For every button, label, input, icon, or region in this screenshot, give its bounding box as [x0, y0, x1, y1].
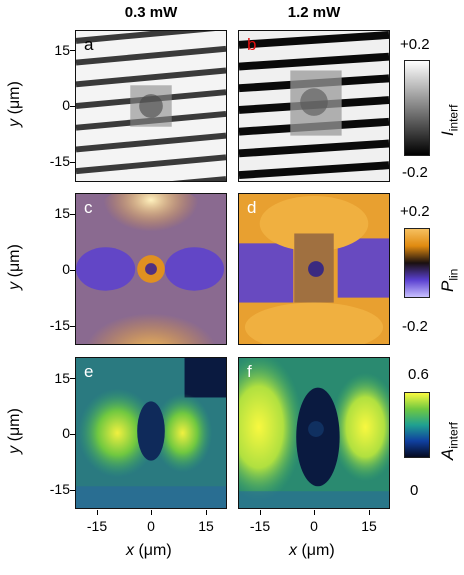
panel-d-image — [239, 194, 389, 344]
ytick-row3-0: 0 — [62, 425, 70, 441]
x-axis-label-right: x (μm) — [289, 542, 335, 559]
panel-label-a: a — [84, 35, 94, 54]
panel-a-image — [76, 31, 226, 181]
xtickmark — [206, 510, 207, 515]
cbar-lin-min: -0.2 — [402, 318, 428, 335]
colorbar-lin — [404, 228, 430, 298]
panel-b: b — [238, 30, 390, 182]
panel-b-image — [239, 31, 389, 181]
ytick-row2-15: 15 — [54, 205, 70, 221]
ytickmark — [70, 434, 75, 435]
panel-e: e — [75, 357, 227, 509]
xtick-right-minus15: -15 — [249, 518, 271, 534]
colorbar-interf — [404, 60, 430, 156]
panel-f: f — [238, 357, 390, 509]
column-title-left: 0.3 mW — [124, 4, 178, 21]
y-axis-label-row2: y (μm) — [5, 244, 23, 290]
xtickmark — [369, 510, 370, 515]
ytickmark — [70, 378, 75, 379]
cbar-lin-max: +0.2 — [400, 203, 430, 220]
ytickmark — [70, 270, 75, 271]
cbar-interf-title: Iinterf — [438, 104, 461, 136]
xtickmark — [97, 510, 98, 515]
ytickmark — [70, 214, 75, 215]
xtick-left-minus15: -15 — [86, 518, 108, 534]
panel-label-d: d — [247, 198, 257, 217]
ytick-row3-15: 15 — [54, 370, 70, 386]
xtick-right-15: 15 — [361, 518, 377, 534]
ytickmark — [70, 106, 75, 107]
xtickmark — [151, 510, 152, 515]
colorbar-ainterf — [404, 392, 430, 458]
panel-c: c — [75, 193, 227, 345]
cbar-ainterf-min: 0 — [410, 482, 419, 499]
xtick-left-0: 0 — [147, 518, 155, 534]
cbar-ainterf-title: Ainterf — [438, 421, 461, 460]
panel-e-image — [76, 358, 226, 508]
ytick-row1-15: 15 — [54, 42, 70, 58]
ytickmark — [70, 162, 75, 163]
panel-label-f: f — [247, 362, 252, 381]
ytickmark — [70, 326, 75, 327]
ytick-row1-0: 0 — [62, 97, 70, 113]
ytick-row1-minus15: -15 — [49, 153, 70, 169]
xtickmark — [260, 510, 261, 515]
panel-f-image — [239, 358, 389, 508]
xtickmark — [314, 510, 315, 515]
cbar-interf-max: +0.2 — [400, 36, 430, 53]
panel-a: a — [75, 30, 227, 182]
y-axis-label-row3: y (μm) — [5, 408, 23, 454]
ytick-row2-minus15: -15 — [49, 317, 70, 333]
panel-d: d — [238, 193, 390, 345]
panel-label-c: c — [84, 198, 93, 217]
ytickmark — [70, 490, 75, 491]
xtick-right-0: 0 — [310, 518, 318, 534]
y-axis-label-row1: y (μm) — [5, 81, 23, 127]
ytickmark — [70, 50, 75, 51]
cbar-interf-min: -0.2 — [402, 164, 428, 181]
column-title-right: 1.2 mW — [287, 4, 341, 21]
cbar-ainterf-max: 0.6 — [408, 366, 429, 383]
panel-label-b: b — [247, 35, 257, 54]
panel-c-image — [76, 194, 226, 344]
xtick-left-15: 15 — [198, 518, 214, 534]
ytick-row3-minus15: -15 — [49, 481, 70, 497]
cbar-lin-title: Plin — [438, 268, 461, 292]
panel-label-e: e — [84, 362, 94, 381]
x-axis-label-left: x (μm) — [126, 542, 172, 559]
ytick-row2-0: 0 — [62, 261, 70, 277]
